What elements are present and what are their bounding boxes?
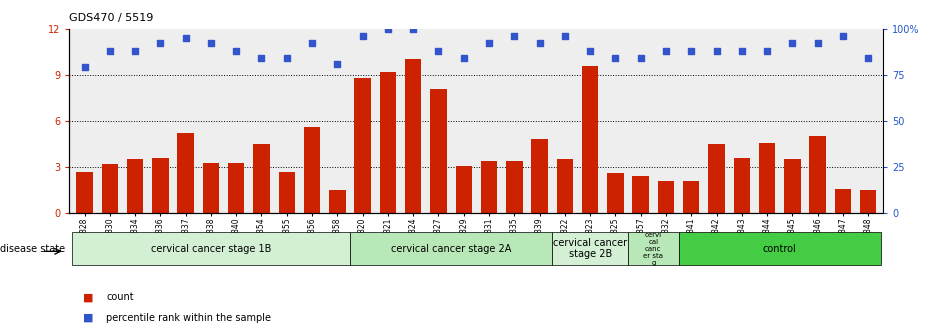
Bar: [607, 173, 623, 213]
Bar: [228, 163, 244, 213]
Bar: [405, 59, 422, 213]
Bar: [350, 232, 552, 265]
Bar: [734, 158, 750, 213]
Bar: [582, 66, 598, 213]
Point: [659, 48, 673, 53]
Bar: [784, 160, 800, 213]
Point: [355, 33, 370, 39]
Text: count: count: [106, 292, 134, 302]
Bar: [430, 89, 447, 213]
Point: [634, 55, 648, 61]
Bar: [709, 144, 725, 213]
Bar: [354, 78, 371, 213]
Bar: [481, 161, 498, 213]
Bar: [658, 181, 674, 213]
Text: cervical cancer
stage 2B: cervical cancer stage 2B: [553, 238, 627, 259]
Bar: [77, 172, 92, 213]
Point: [330, 61, 345, 67]
Point: [153, 41, 167, 46]
Bar: [758, 142, 775, 213]
Bar: [303, 127, 320, 213]
Text: ■: ■: [83, 292, 93, 302]
Point: [103, 48, 117, 53]
Point: [709, 48, 724, 53]
Point: [558, 33, 573, 39]
Bar: [531, 139, 548, 213]
Text: cervi
cal
canc
er sta
g: cervi cal canc er sta g: [643, 232, 663, 266]
Bar: [809, 136, 826, 213]
Point: [179, 35, 193, 41]
Point: [785, 41, 800, 46]
Point: [204, 41, 218, 46]
Point: [835, 33, 850, 39]
Point: [684, 48, 698, 53]
Point: [583, 48, 598, 53]
Bar: [834, 189, 851, 213]
Bar: [329, 190, 346, 213]
Point: [532, 41, 547, 46]
Bar: [153, 158, 168, 213]
Bar: [679, 232, 881, 265]
Text: disease state: disease state: [0, 244, 65, 254]
Bar: [557, 160, 574, 213]
Text: control: control: [763, 244, 796, 254]
Bar: [860, 190, 876, 213]
Bar: [552, 232, 628, 265]
Bar: [633, 176, 649, 213]
Text: GDS470 / 5519: GDS470 / 5519: [69, 13, 154, 24]
Point: [456, 55, 471, 61]
Point: [128, 48, 142, 53]
Point: [254, 55, 269, 61]
Bar: [203, 163, 219, 213]
Text: cervical cancer stage 1B: cervical cancer stage 1B: [151, 244, 271, 254]
Point: [431, 48, 446, 53]
Bar: [628, 232, 679, 265]
Bar: [278, 172, 295, 213]
Bar: [253, 144, 270, 213]
Bar: [178, 133, 194, 213]
Point: [279, 55, 294, 61]
Point: [734, 48, 749, 53]
Bar: [506, 161, 523, 213]
Point: [810, 41, 825, 46]
Point: [77, 65, 92, 70]
Point: [507, 33, 522, 39]
Text: cervical cancer stage 2A: cervical cancer stage 2A: [391, 244, 512, 254]
Point: [482, 41, 497, 46]
Text: ■: ■: [83, 312, 93, 323]
Bar: [72, 232, 350, 265]
Bar: [683, 181, 699, 213]
Point: [608, 55, 623, 61]
Point: [406, 26, 421, 31]
Text: percentile rank within the sample: percentile rank within the sample: [106, 312, 271, 323]
Point: [759, 48, 774, 53]
Bar: [455, 166, 472, 213]
Point: [380, 26, 395, 31]
Point: [861, 55, 876, 61]
Bar: [127, 160, 143, 213]
Bar: [379, 72, 396, 213]
Point: [304, 41, 319, 46]
Bar: [102, 164, 118, 213]
Point: [228, 48, 243, 53]
